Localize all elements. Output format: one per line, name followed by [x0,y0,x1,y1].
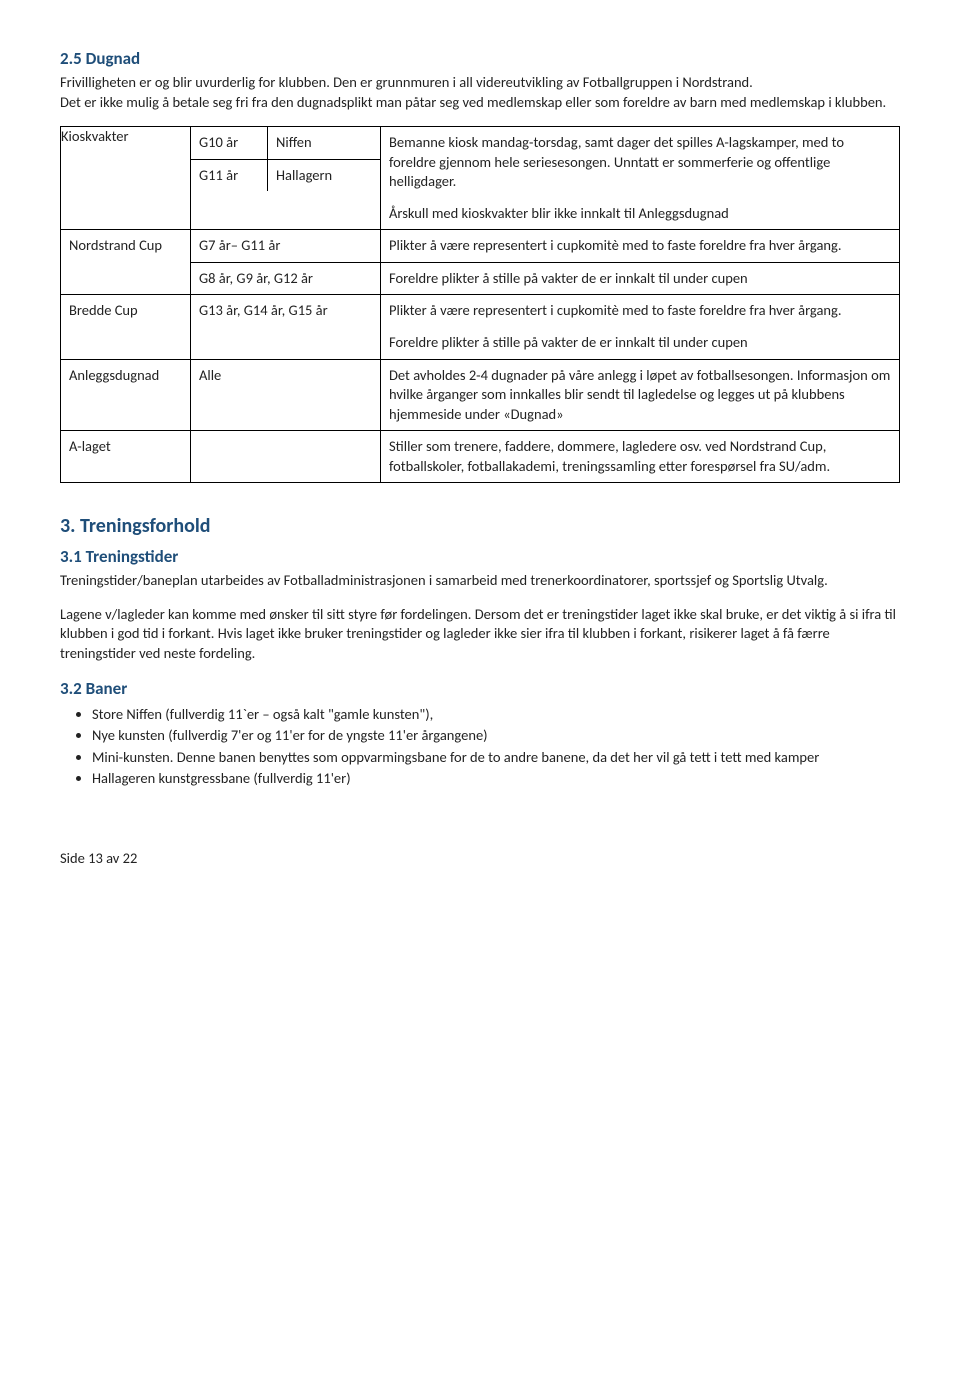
desc-block: Stiller som trenere, faddere, dommere, l… [389,437,891,476]
list-item: Store Niffen (fullverdig 11`er – også ka… [92,705,900,725]
table-row: Kioskvakter G10 år Niffen G11 år Hallage… [61,127,900,230]
heading-3-2: 3.2 Baner [60,678,900,701]
cell: Foreldre plikter å stille på vakter de e… [381,262,900,295]
table-row: Bredde Cup G13 år, G14 år, G15 år Plikte… [61,295,900,359]
list-item: Nye kunsten (fullverdig 7'er og 11'er fo… [92,726,900,746]
cell: G13 år, G14 år, G15 år [191,295,381,359]
heading-3: 3. Treningsforhold [60,513,900,540]
bullet-list: Store Niffen (fullverdig 11`er – også ka… [60,705,900,789]
desc-block: Bemanne kiosk mandag-torsdag, samt dager… [389,133,891,192]
cell: Stiller som trenere, faddere, dommere, l… [381,431,900,483]
cell: Kioskvakter [61,127,191,230]
cell: Niffen [268,127,381,159]
desc-block: Plikter å være representert i cupkomitè … [389,236,891,256]
cell: G8 år, G9 år, G12 år [191,262,381,295]
desc-block: Det avholdes 2-4 dugnader på våre anlegg… [389,366,891,425]
list-item: Hallageren kunstgressbane (fullverdig 11… [92,769,900,789]
cell: Det avholdes 2-4 dugnader på våre anlegg… [381,359,900,431]
cell: Bredde Cup [61,295,191,359]
cell: G10 år [191,127,268,159]
cell: G10 år Niffen G11 år Hallagern [191,127,381,230]
cell: Hallagern [268,159,381,191]
cell: A-laget [61,431,191,483]
table-row: A-laget Stiller som trenere, faddere, do… [61,431,900,483]
paragraph: Lagene v/lagleder kan komme med ønsker t… [60,605,900,664]
desc-block: Plikter å være representert i cupkomitè … [389,301,891,321]
cell: Bemanne kiosk mandag-torsdag, samt dager… [381,127,900,230]
heading-3-1: 3.1 Treningstider [60,546,900,569]
paragraph: Treningstider/baneplan utarbeides av Fot… [60,571,900,591]
cell: Plikter å være representert i cupkomitè … [381,230,900,263]
cell: Nordstrand Cup [61,230,191,295]
cell: Plikter å være representert i cupkomitè … [381,295,900,359]
cell: G11 år [191,159,268,191]
desc-block: Foreldre plikter å stille på vakter de e… [389,269,891,289]
desc-block: Årskull med kioskvakter blir ikke innkal… [389,204,891,224]
cell: Alle [191,359,381,431]
cell: G7 år– G11 år [191,230,381,263]
page-footer: Side 13 av 22 [60,849,900,869]
heading-2-5: 2.5 Dugnad [60,48,900,71]
dugnad-table: Kioskvakter G10 år Niffen G11 år Hallage… [60,126,900,483]
table-row: Nordstrand Cup G7 år– G11 år Plikter å v… [61,230,900,263]
nested-table: G10 år Niffen G11 år Hallagern [191,127,380,191]
cell: Anleggsdugnad [61,359,191,431]
paragraph: Det er ikke mulig å betale seg fri fra d… [60,93,900,113]
list-item: Mini-kunsten. Denne banen benyttes som o… [92,748,900,768]
paragraph: Frivilligheten er og blir uvurderlig for… [60,73,900,93]
desc-block: Foreldre plikter å stille på vakter de e… [389,333,891,353]
table-row: Anleggsdugnad Alle Det avholdes 2-4 dugn… [61,359,900,431]
cell [191,431,381,483]
